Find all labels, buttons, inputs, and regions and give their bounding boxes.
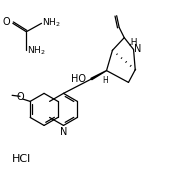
Text: N: N (134, 44, 141, 55)
Text: N: N (60, 127, 67, 138)
Text: HCl: HCl (12, 154, 31, 164)
Text: O: O (2, 17, 10, 28)
Text: H: H (102, 76, 108, 85)
Text: HO: HO (71, 73, 86, 84)
Polygon shape (91, 71, 106, 80)
Text: O: O (17, 92, 24, 102)
Text: ,H: ,H (128, 38, 138, 47)
Text: NH$_2$: NH$_2$ (42, 16, 61, 29)
Text: NH$_2$: NH$_2$ (27, 45, 46, 57)
